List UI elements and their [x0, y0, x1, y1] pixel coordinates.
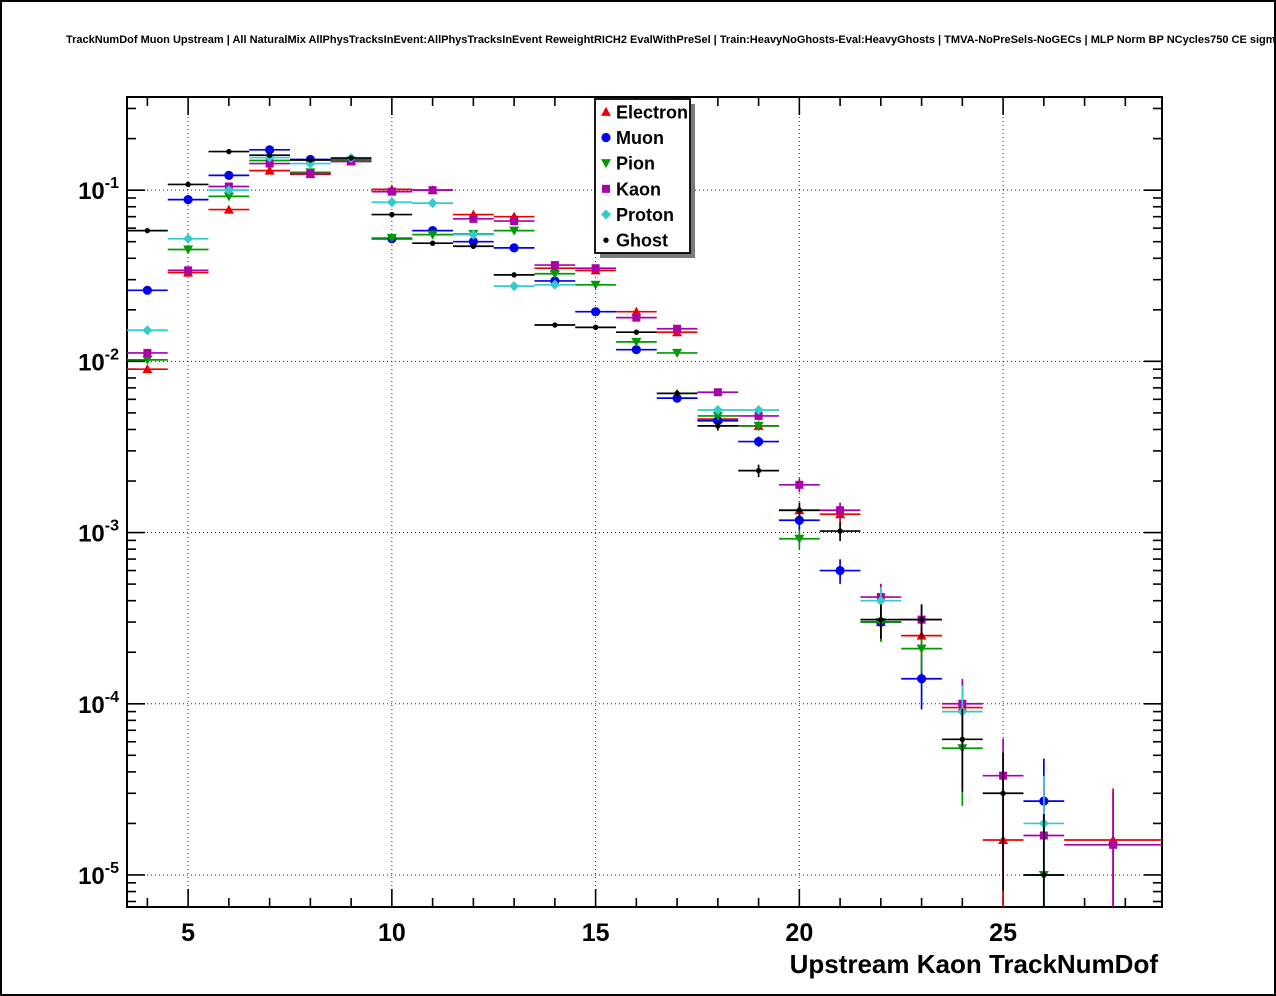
legend-item-pion: Pion: [601, 154, 655, 174]
series-electron: [127, 155, 1162, 907]
x-tick-label: 5: [181, 919, 195, 947]
plot-frame: [126, 96, 1163, 908]
legend: Electron Muon Pion Kaon Proton Ghost: [594, 98, 695, 258]
series-root: [127, 145, 1162, 907]
series-muon: [127, 145, 1065, 907]
y-tick-label: 10-4: [78, 689, 119, 719]
y-tick-label: 10-2: [78, 346, 119, 376]
series-kaon: [127, 157, 1162, 907]
x-tick-label: 10: [378, 919, 406, 947]
series-ghost: [127, 148, 1065, 907]
y-tick-label: 10-5: [78, 860, 119, 890]
axis-ticks: [127, 97, 1162, 907]
legend-label: Ghost: [616, 231, 668, 251]
x-tick-label: 20: [785, 919, 813, 947]
legend-label: Proton: [616, 205, 674, 225]
axis-tick-labels: 5 10 15 20 25 10-1 10-2 10-3 10-4 10-5: [78, 175, 1017, 947]
legend-label: Electron: [616, 102, 688, 122]
legend-label: Pion: [616, 154, 655, 174]
gridlines: [127, 97, 1162, 907]
x-tick-label: 25: [989, 919, 1017, 947]
legend-label: Muon: [616, 128, 664, 148]
legend-label: Kaon: [616, 179, 661, 199]
legend-item-muon: Muon: [601, 128, 664, 148]
y-tick-label: 10-3: [78, 518, 119, 548]
legend-item-proton: Proton: [601, 205, 674, 225]
x-tick-label: 15: [582, 919, 610, 947]
legend-item-kaon: Kaon: [602, 179, 661, 199]
x-axis-title: Upstream Kaon TrackNumDof: [790, 949, 1159, 979]
legend-box: [594, 98, 691, 254]
legend-item-ghost: Ghost: [603, 231, 668, 251]
legend-item-electron: Electron: [601, 102, 688, 122]
y-tick-label: 10-1: [78, 175, 119, 205]
plot-title: TrackNumDof Muon Upstream | All NaturalM…: [66, 34, 1276, 46]
